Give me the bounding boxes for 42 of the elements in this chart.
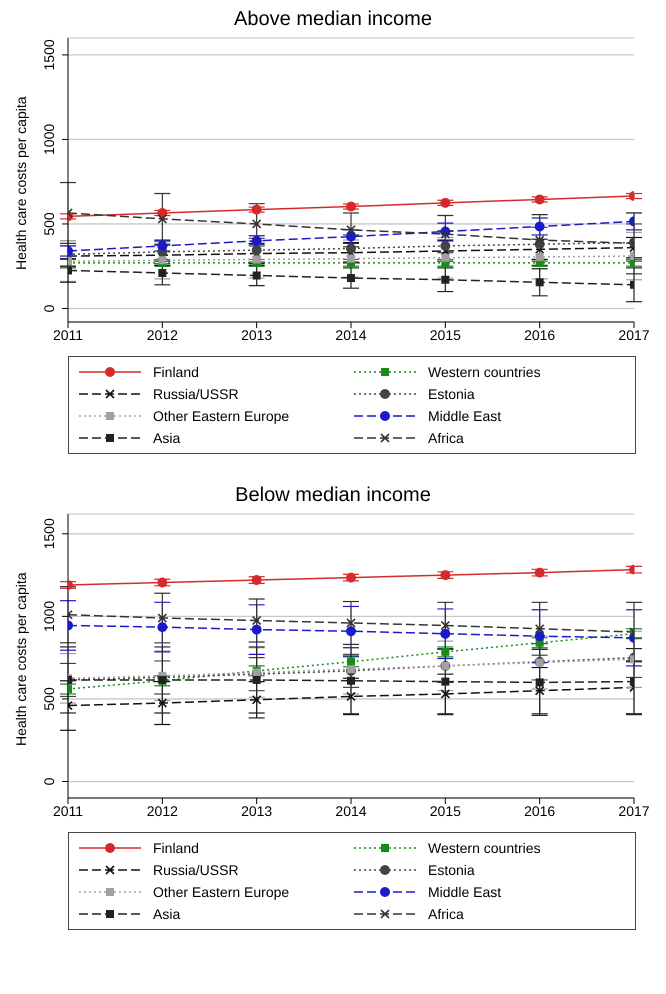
x-tick-label: 2017 <box>618 326 650 343</box>
x-tick-label: 2014 <box>335 326 367 343</box>
x-tick-label: 2016 <box>524 326 556 343</box>
y-tick-label: 0 <box>41 304 57 312</box>
legend-label: Estonia <box>428 862 475 878</box>
legend-label: Africa <box>428 430 464 446</box>
x-tick-label: 2017 <box>618 802 650 819</box>
y-tick-label: 1500 <box>41 39 57 70</box>
x-tick-label: 2013 <box>241 802 272 819</box>
legend-label: Middle East <box>428 408 502 424</box>
x-tick-label: 2016 <box>524 802 556 819</box>
legend-label: Finland <box>153 840 199 856</box>
y-tick-label: 500 <box>41 212 57 236</box>
x-tick-label: 2015 <box>430 326 462 343</box>
x-tick-label: 2012 <box>146 326 178 343</box>
y-tick-label: 500 <box>41 687 57 711</box>
legend-label: Western countries <box>428 840 541 856</box>
chart-title: Above median income <box>233 8 433 32</box>
x-tick-label: 2012 <box>146 802 178 819</box>
legend-label: Finland <box>153 364 199 380</box>
x-tick-label: 2015 <box>430 802 462 819</box>
legend-label: Middle East <box>428 884 502 900</box>
y-tick-label: 1000 <box>41 600 57 632</box>
legend-label: Russia/USSR <box>153 862 239 878</box>
y-axis-title: Health care costs per capita <box>12 572 29 746</box>
chart-title: Below median income <box>234 484 432 508</box>
x-tick-label: 2011 <box>52 802 84 819</box>
legend-label: Asia <box>153 430 180 446</box>
legend-label: Russia/USSR <box>153 386 239 402</box>
x-tick-label: 2011 <box>52 326 84 343</box>
y-axis-title: Health care costs per capita <box>12 96 29 270</box>
x-tick-label: 2013 <box>241 326 272 343</box>
legend-label: Other Eastern Europe <box>153 408 290 424</box>
x-tick-label: 2014 <box>335 802 367 819</box>
legend-label: Western countries <box>428 364 541 380</box>
y-tick-label: 1000 <box>41 124 57 156</box>
legend-label: Africa <box>428 906 464 922</box>
y-tick-label: 0 <box>41 777 57 786</box>
legend-label: Other Eastern Europe <box>153 884 290 900</box>
y-tick-label: 1500 <box>41 518 57 550</box>
legend-label: Asia <box>153 906 180 922</box>
legend-label: Estonia <box>428 386 475 402</box>
